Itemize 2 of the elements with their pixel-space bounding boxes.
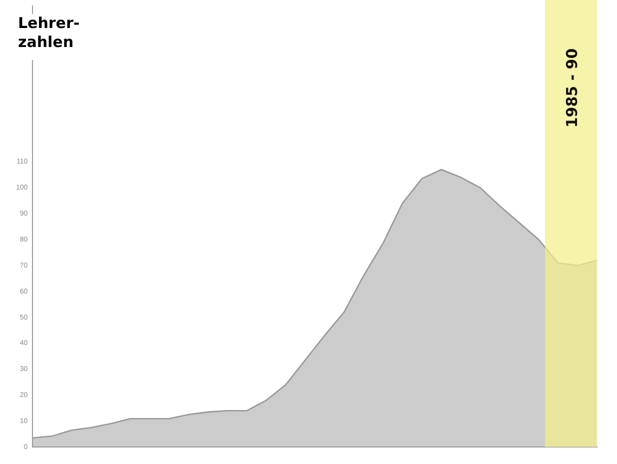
text: Lehrer- zahlen	[18, 14, 100, 60]
annotation: 1985 - 90	[563, 48, 581, 128]
